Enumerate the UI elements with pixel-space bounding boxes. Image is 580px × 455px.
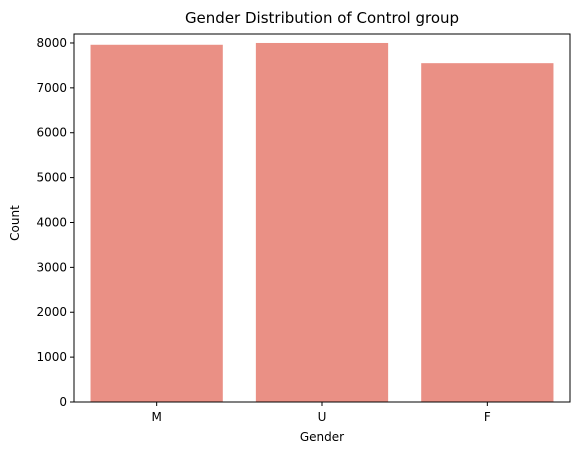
bar-f bbox=[421, 63, 554, 403]
y-tick-label: 5000 bbox=[36, 171, 67, 185]
bar-u bbox=[255, 42, 389, 402]
y-axis-ticks: 0 1000 2000 3000 4000 5000 6000 7000 8000 bbox=[36, 36, 74, 409]
bars-group bbox=[90, 42, 554, 403]
y-tick-label: 1000 bbox=[36, 350, 67, 364]
y-tick-label: 6000 bbox=[36, 126, 67, 140]
y-tick-label: 4000 bbox=[36, 215, 67, 229]
x-tick-label: U bbox=[318, 410, 327, 424]
chart-title: Gender Distribution of Control group bbox=[185, 9, 459, 27]
y-axis-label: Count bbox=[8, 205, 22, 241]
bar-m bbox=[90, 44, 223, 403]
y-tick-label: 0 bbox=[59, 395, 67, 409]
y-tick-label: 2000 bbox=[36, 305, 67, 319]
x-tick-label: M bbox=[151, 410, 161, 424]
plot-frame bbox=[73, 33, 571, 403]
x-axis-label: Gender bbox=[300, 430, 344, 444]
x-tick-label: F bbox=[484, 410, 491, 424]
y-tick-label: 3000 bbox=[36, 260, 67, 274]
y-tick-label: 8000 bbox=[36, 36, 67, 50]
y-tick-label: 7000 bbox=[36, 81, 67, 95]
